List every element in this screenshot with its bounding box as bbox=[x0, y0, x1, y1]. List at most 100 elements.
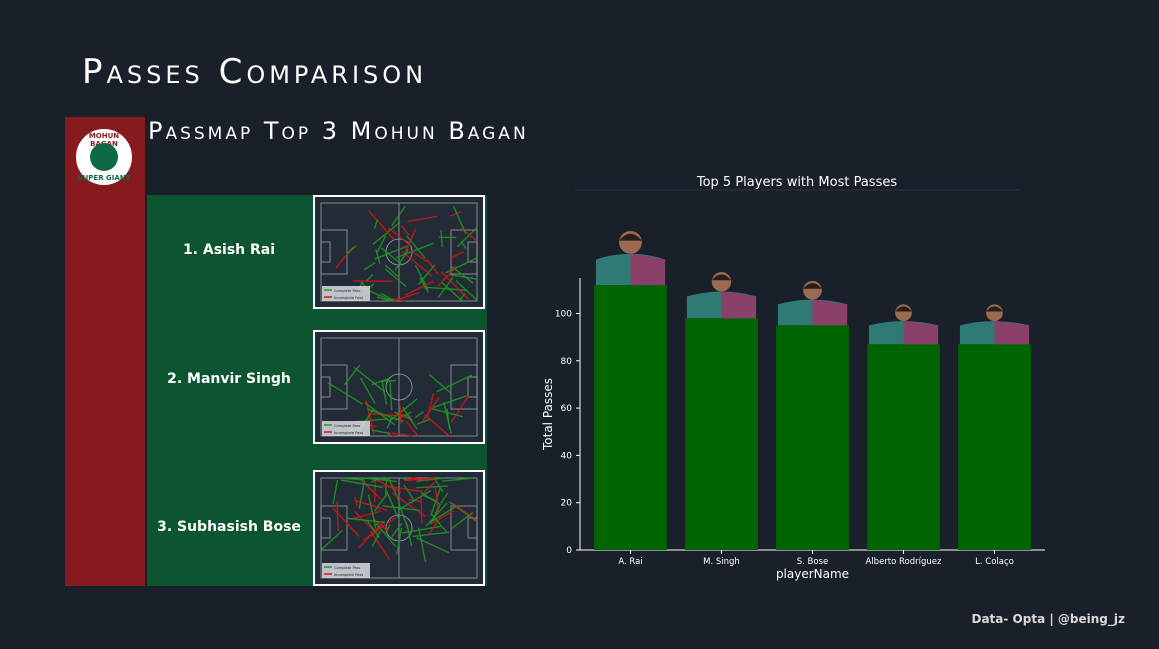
pass-arrow bbox=[359, 377, 376, 404]
pass-arrow bbox=[451, 266, 474, 284]
pass-arrow bbox=[430, 506, 456, 523]
y-tick-label: 20 bbox=[561, 499, 573, 509]
player-photo bbox=[959, 304, 1030, 345]
pass-arrow bbox=[430, 510, 454, 525]
pass-arrow bbox=[405, 421, 419, 437]
pass-arrow bbox=[412, 531, 450, 538]
pass-arrow bbox=[371, 530, 382, 547]
pass-arrow bbox=[362, 477, 397, 483]
pass-arrow bbox=[385, 489, 401, 522]
pass-arrow bbox=[375, 523, 397, 547]
pass-arrow bbox=[391, 432, 414, 437]
pass-arrow bbox=[389, 380, 393, 411]
pass-arrow bbox=[452, 205, 467, 234]
pass-arrow bbox=[429, 504, 441, 525]
section-subtitle: Passmap Top 3 Mohun Bagan bbox=[148, 117, 529, 145]
pass-arrow bbox=[336, 501, 339, 531]
pass-arrow bbox=[346, 517, 386, 524]
chart-title: Top 5 Players with Most Passes bbox=[696, 175, 897, 190]
pass-arrow bbox=[393, 291, 420, 302]
pass-arrow bbox=[353, 367, 385, 393]
pass-arrow bbox=[371, 429, 391, 435]
pass-arrow bbox=[407, 215, 438, 223]
pass-arrow bbox=[388, 227, 413, 248]
player-photo bbox=[777, 280, 848, 326]
pass-arrow bbox=[332, 507, 360, 537]
pass-arrow bbox=[416, 418, 431, 425]
passmap-pitch-2: Complete Pass Incomplete Pass bbox=[313, 330, 485, 444]
pass-arrow bbox=[353, 510, 377, 533]
pass-arrow bbox=[382, 484, 423, 493]
pass-arrow bbox=[426, 258, 439, 275]
pass-arrow bbox=[380, 292, 395, 302]
pass-arrow bbox=[427, 520, 439, 536]
pass-arrow bbox=[374, 245, 408, 260]
pass-arrow bbox=[424, 414, 450, 437]
pass-arrow bbox=[460, 240, 467, 249]
pass-arrow bbox=[391, 523, 403, 538]
pass-arrow bbox=[320, 529, 343, 551]
pass-arrow bbox=[344, 364, 361, 386]
x-tick-label: Alberto Rodríguez bbox=[866, 557, 943, 567]
pass-arrow bbox=[354, 496, 358, 507]
bar bbox=[594, 285, 667, 550]
pass-arrow bbox=[403, 484, 415, 502]
pass-arrow bbox=[433, 395, 467, 409]
player-photo bbox=[686, 272, 757, 319]
pass-arrow bbox=[416, 477, 445, 482]
pass-arrow bbox=[368, 210, 395, 241]
pass-arrow bbox=[382, 505, 421, 512]
y-tick-label: 60 bbox=[561, 404, 573, 414]
pass-arrow bbox=[372, 221, 401, 245]
pass-arrow bbox=[327, 381, 364, 405]
pass-arrow bbox=[417, 264, 436, 286]
pass-arrow bbox=[378, 477, 389, 481]
pass-arrow bbox=[450, 395, 470, 423]
pass-arrow bbox=[375, 249, 381, 264]
pass-arrow bbox=[441, 281, 463, 302]
passmap-label-3: 3. Subhasish Bose bbox=[157, 519, 301, 535]
page-title: Passes Comparison bbox=[82, 52, 428, 92]
pass-arrow bbox=[363, 262, 376, 271]
y-tick-label: 80 bbox=[561, 357, 573, 367]
pass-arrow bbox=[424, 286, 468, 292]
pass-arrow bbox=[440, 492, 449, 504]
pitch-svg-3: Complete Pass Incomplete Pass bbox=[320, 477, 478, 579]
pass-arrow bbox=[396, 527, 403, 555]
pass-arrow bbox=[369, 413, 412, 418]
footer-credit: Data- Opta | @being_jz bbox=[971, 612, 1126, 626]
centre-circle bbox=[385, 373, 413, 401]
pass-arrow bbox=[431, 513, 447, 533]
bar bbox=[776, 325, 849, 550]
bar bbox=[958, 344, 1031, 550]
bar bbox=[867, 344, 940, 550]
pass-arrow bbox=[440, 229, 443, 248]
pass-arrow bbox=[354, 499, 388, 511]
pass-arrow bbox=[350, 510, 382, 520]
pass-arrow bbox=[417, 527, 427, 563]
pass-arrow bbox=[381, 381, 388, 405]
pass-arrow bbox=[396, 242, 434, 259]
pass-arrow bbox=[340, 477, 365, 481]
passmap-label-2: 2. Manvir Singh bbox=[167, 371, 291, 387]
y-tick-label: 40 bbox=[561, 451, 573, 461]
pass-arrow bbox=[455, 280, 478, 301]
x-tick-label: A. Rai bbox=[618, 557, 642, 567]
pass-arrow bbox=[384, 268, 407, 288]
boat-emblem-icon bbox=[90, 143, 118, 171]
pass-arrow bbox=[425, 502, 448, 527]
pass-arrow bbox=[416, 485, 448, 489]
pass-arrow bbox=[375, 235, 387, 254]
legend-label-incomplete: Incomplete Pass bbox=[334, 296, 363, 300]
pass-arrow bbox=[367, 408, 404, 423]
passmap-pitch-3: Complete Pass Incomplete Pass bbox=[313, 470, 485, 586]
pass-arrow bbox=[362, 516, 397, 541]
passmap-legend bbox=[322, 421, 370, 436]
pass-arrow bbox=[371, 477, 381, 483]
pass-arrow bbox=[392, 492, 426, 518]
pass-arrow bbox=[414, 264, 429, 290]
pass-arrow bbox=[405, 280, 434, 296]
x-tick-label: S. Bose bbox=[797, 557, 829, 567]
pass-arrow bbox=[449, 501, 478, 523]
legend-label-complete: Complete Pass bbox=[334, 566, 361, 570]
